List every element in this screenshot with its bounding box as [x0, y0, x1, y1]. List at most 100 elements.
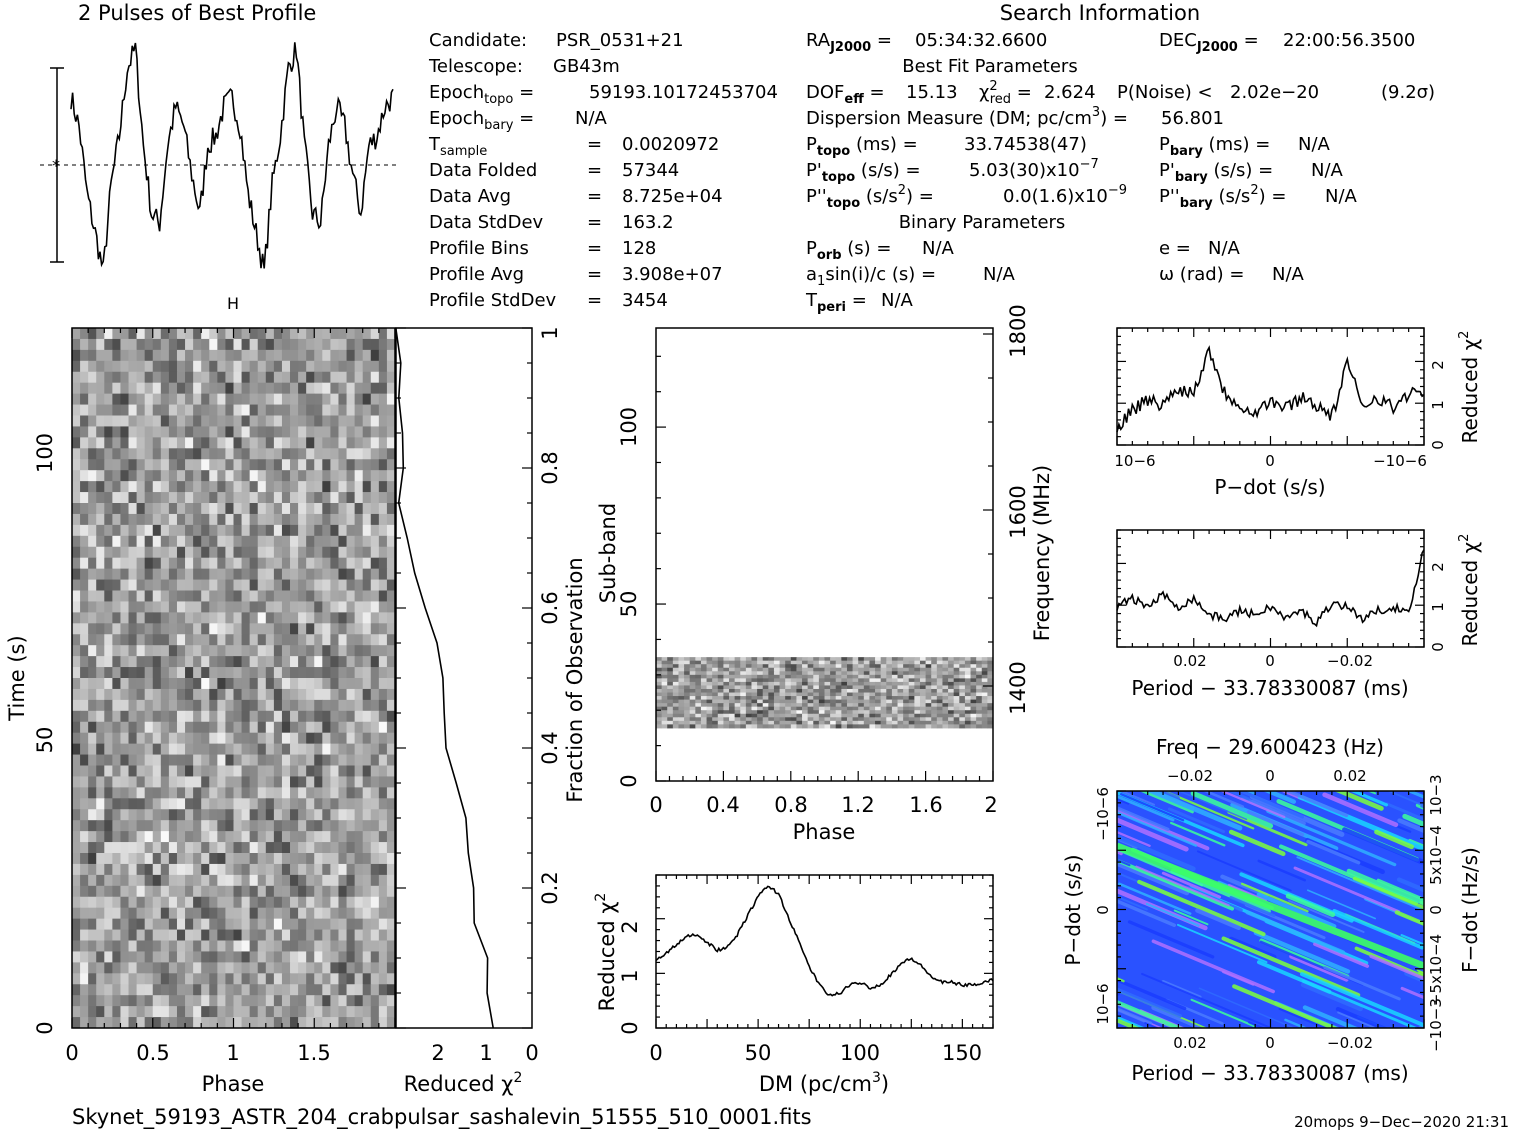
sb-cell [684, 699, 691, 704]
tp-cell [80, 667, 89, 679]
tp-cell [144, 820, 154, 832]
tp-cell [120, 470, 130, 482]
tp-cell [96, 524, 105, 537]
tp-cell [338, 338, 348, 351]
pd-ytick-2: 2 [1429, 360, 1447, 370]
tp-cell [322, 820, 331, 832]
tp-cell [104, 1017, 113, 1028]
tp-cell [273, 863, 283, 876]
tp-cell [209, 820, 218, 832]
tp-cell [120, 896, 130, 909]
tp-cell [386, 448, 395, 460]
tp-cell [249, 404, 259, 416]
tp-cell [378, 634, 388, 646]
sb-cell [734, 699, 741, 704]
tp-cell [120, 328, 130, 340]
tp-cell [225, 896, 234, 909]
tp-cell [185, 721, 194, 734]
tp-cell [241, 568, 251, 581]
tp-cell [104, 776, 113, 788]
tp-cell [338, 973, 348, 985]
tp-cell [338, 623, 348, 635]
tp-cell [233, 524, 243, 537]
tp-cell [209, 962, 218, 974]
tp-cell [306, 634, 315, 646]
sb-cell [886, 657, 893, 662]
tp-cell [370, 382, 380, 395]
tp-cell [265, 612, 275, 624]
tp-cell [346, 328, 356, 340]
sb-cell [700, 685, 708, 690]
tp-cell [354, 853, 364, 865]
tp-cell [330, 349, 339, 362]
tp-cell [144, 710, 154, 723]
tp-cell [225, 503, 234, 515]
sb-cell [813, 678, 820, 683]
tp-cell [193, 404, 202, 416]
tp-cell [273, 874, 283, 887]
profile-line [70, 42, 394, 269]
tp-cell [338, 853, 348, 865]
sb-cell [661, 685, 668, 690]
sb-cell [841, 713, 848, 718]
tp-cell [193, 459, 202, 471]
sb-cell [880, 685, 887, 690]
tp-cell [168, 338, 178, 351]
tp-cell [80, 601, 89, 613]
tp-cell [233, 732, 243, 745]
sb-cell [672, 660, 679, 665]
sb-cell [785, 685, 792, 690]
tp-cell [281, 393, 291, 406]
tp-cell [128, 371, 138, 384]
tp-cell [168, 426, 178, 438]
tp-cell [314, 656, 323, 668]
tp-cell [88, 798, 97, 810]
tp-cell [257, 513, 267, 526]
tp-cell [346, 929, 356, 941]
sb-cell [661, 688, 668, 694]
tp-cell [257, 1017, 267, 1028]
tp-cell [144, 371, 154, 384]
tp-cell [257, 481, 267, 493]
sb-cell [773, 696, 781, 701]
tp-cell [96, 688, 105, 701]
tp-cell [386, 415, 395, 427]
tp-cell [378, 699, 388, 712]
sb-cell [925, 692, 932, 697]
sb-cell [919, 674, 927, 679]
tp-cell [265, 951, 275, 963]
tp-cell [281, 831, 291, 843]
tp-cell [152, 601, 162, 613]
tp-cell [378, 503, 388, 515]
tp-cell [209, 524, 218, 537]
tp-cell [152, 503, 162, 515]
tp-cell [120, 656, 130, 668]
tp-cell [314, 951, 323, 963]
pp-lefttick-2: 10−6 [1094, 983, 1112, 1024]
sb-cell [802, 696, 809, 701]
tp-cell [298, 459, 307, 471]
sb-cell [678, 717, 685, 722]
tp-cell [265, 907, 275, 920]
tp-cell [104, 382, 113, 395]
pp-stripe [1117, 817, 1189, 852]
tp-cell [120, 710, 130, 723]
tp-cell [298, 929, 307, 941]
tp-cell [120, 732, 130, 745]
sb-cell [903, 699, 910, 704]
sb-cell [689, 685, 696, 690]
sb-cell [835, 660, 842, 665]
tp-cell [168, 557, 178, 570]
tp-cell [152, 328, 162, 340]
tp-cell [104, 962, 113, 974]
tp-cell [201, 688, 210, 701]
sb-cell [751, 674, 758, 679]
tp-cell [290, 678, 299, 690]
sb-cell [790, 678, 797, 683]
tp-cell [265, 1006, 275, 1018]
tp-cell [362, 896, 372, 909]
tp-cell [362, 645, 372, 657]
tp-cell [233, 831, 243, 843]
sb-cell [706, 692, 713, 697]
tp-cell [80, 338, 89, 351]
